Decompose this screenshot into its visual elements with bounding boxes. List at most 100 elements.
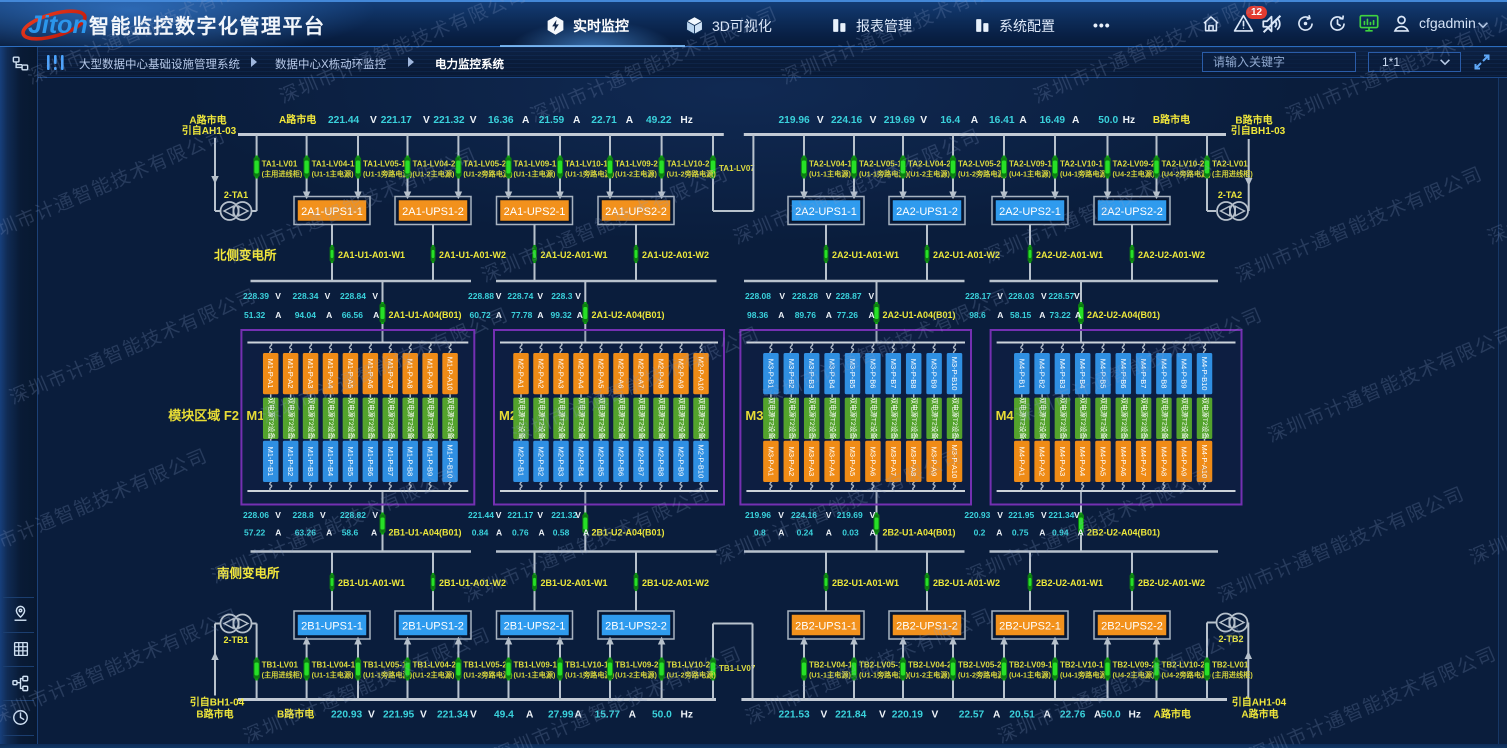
svg-text:98.36: 98.36: [747, 310, 769, 320]
svg-text:224.16: 224.16: [831, 115, 862, 126]
svg-text:V: V: [826, 510, 832, 520]
svg-text:M4-P-B4: M4-P-B4: [1078, 359, 1087, 389]
svg-text:双电源T2设备: 双电源T2设备: [1160, 397, 1169, 439]
svg-text:M3-P-B7: M3-P-B7: [889, 359, 898, 389]
svg-text:A: A: [537, 310, 543, 320]
svg-text:M2-P-B8: M2-P-B8: [657, 447, 666, 477]
svg-text:2B2-U1-A04(B01): 2B2-U1-A04(B01): [883, 528, 956, 538]
svg-text:双电源T2设备: 双电源T2设备: [829, 397, 838, 439]
svg-text:20.51: 20.51: [1009, 710, 1035, 721]
svg-text:M3-P-A6: M3-P-A6: [868, 447, 877, 477]
svg-text:V: V: [320, 510, 326, 520]
svg-text:M1-P-A5: M1-P-A5: [346, 359, 355, 389]
svg-text:V: V: [869, 291, 875, 301]
svg-text:TB2-LV09-1: TB2-LV09-1: [1009, 661, 1053, 670]
svg-text:双电源T2设备: 双电源T2设备: [951, 397, 960, 439]
svg-text:A: A: [1078, 528, 1084, 538]
svg-text:TB1-LV10-1: TB1-LV10-1: [565, 661, 609, 670]
svg-text:双电源T2设备: 双电源T2设备: [658, 397, 667, 439]
svg-text:(U4-1旁路电源): (U4-1旁路电源): [1060, 170, 1110, 179]
svg-text:M1-P-B4: M1-P-B4: [326, 447, 335, 477]
svg-text:TA2-LV05-1: TA2-LV05-1: [859, 160, 902, 169]
svg-text:双电源T2设备: 双电源T2设备: [678, 397, 687, 439]
svg-text:(U1-2旁路电源): (U1-2旁路电源): [958, 170, 1008, 179]
svg-text:M2-P-A4: M2-P-A4: [577, 359, 586, 389]
svg-text:M1-P-A1: M1-P-A1: [266, 359, 275, 389]
svg-text:TA2-LV09-1: TA2-LV09-1: [1009, 160, 1052, 169]
svg-text:2B1-U2-A01-W1: 2B1-U2-A01-W1: [541, 578, 608, 588]
svg-text:双电源T2设备: 双电源T2设备: [1059, 397, 1068, 439]
svg-text:双电源T2设备: 双电源T2设备: [267, 397, 276, 439]
svg-text:TA1-LV04-1: TA1-LV04-1: [312, 160, 355, 169]
svg-text:V: V: [920, 115, 927, 126]
svg-text:50.0: 50.0: [652, 710, 672, 721]
svg-text:Hz: Hz: [681, 710, 693, 721]
svg-text:2A2-U1-A04(B01): 2A2-U1-A04(B01): [883, 310, 956, 320]
svg-text:TB1-LV10-2: TB1-LV10-2: [667, 661, 711, 670]
svg-text:双电源T2设备: 双电源T2设备: [1120, 397, 1129, 439]
svg-text:2A1-U1-A04(B01): 2A1-U1-A04(B01): [389, 310, 462, 320]
svg-text:M3-P-A5: M3-P-A5: [848, 447, 857, 477]
svg-text:TA1-LV09-1: TA1-LV09-1: [514, 160, 557, 169]
svg-text:2B1-U2-A04(B01): 2B1-U2-A04(B01): [592, 528, 665, 538]
svg-text:228.17: 228.17: [965, 291, 991, 301]
svg-text:2B2-U1-A01-W2: 2B2-U1-A01-W2: [933, 578, 1000, 588]
svg-text:(U4-2旁路电源): (U4-2旁路电源): [1162, 671, 1212, 680]
svg-text:M2-P-B1: M2-P-B1: [517, 447, 526, 477]
svg-text:228.03: 228.03: [1008, 291, 1034, 301]
svg-text:221.17: 221.17: [507, 510, 533, 520]
svg-text:A: A: [778, 528, 784, 538]
svg-text:50.0: 50.0: [1098, 115, 1118, 126]
svg-text:2B1-UPS2-2: 2B1-UPS2-2: [605, 621, 667, 633]
svg-text:A: A: [522, 115, 530, 126]
svg-text:(U1-1旁路电源): (U1-1旁路电源): [859, 671, 909, 680]
svg-text:V: V: [496, 510, 502, 520]
svg-text:引自AH1-03: 引自AH1-03: [182, 124, 237, 137]
svg-text:TB2-LV09-2: TB2-LV09-2: [1113, 661, 1157, 670]
svg-text:2B1-U1-A01-W1: 2B1-U1-A01-W1: [338, 578, 405, 588]
svg-text:A: A: [869, 310, 875, 320]
svg-text:2B1-U1-A04(B01): 2B1-U1-A04(B01): [389, 528, 462, 538]
svg-text:15.77: 15.77: [595, 710, 621, 721]
svg-text:M3-P-A3: M3-P-A3: [807, 447, 816, 477]
svg-text:2B1-UPS2-1: 2B1-UPS2-1: [504, 621, 566, 633]
svg-text:M3-P-B10: M3-P-B10: [950, 357, 959, 391]
svg-text:A: A: [1075, 310, 1081, 320]
svg-text:V: V: [423, 115, 430, 126]
svg-text:2A1-UPS1-1: 2A1-UPS1-1: [301, 206, 363, 218]
svg-text:双电源T2设备: 双电源T2设备: [427, 397, 436, 439]
svg-text:Hz: Hz: [1123, 115, 1135, 126]
svg-text:V: V: [275, 291, 281, 301]
svg-text:M1-P-B3: M1-P-B3: [306, 447, 315, 477]
svg-text:228.06: 228.06: [243, 510, 269, 520]
svg-text:双电源T2设备: 双电源T2设备: [869, 397, 878, 439]
svg-text:M4-P-A9: M4-P-A9: [1180, 447, 1189, 477]
svg-text:双电源T2设备: 双电源T2设备: [538, 397, 547, 439]
svg-text:TA2-LV04-2: TA2-LV04-2: [908, 160, 951, 169]
svg-text:21.59: 21.59: [539, 115, 565, 126]
svg-text:M1-P-B6: M1-P-B6: [366, 447, 375, 477]
svg-text:双电源T2设备: 双电源T2设备: [407, 397, 416, 439]
svg-text:V: V: [372, 291, 378, 301]
svg-text:0.24: 0.24: [797, 528, 814, 538]
svg-text:M4-P-A2: M4-P-A2: [1038, 447, 1047, 477]
svg-text:2A1-U1-A01-W2: 2A1-U1-A01-W2: [439, 250, 506, 260]
svg-text:2A2-U2-A01-W2: 2A2-U2-A01-W2: [1138, 250, 1205, 260]
svg-text:M2-P-B6: M2-P-B6: [617, 447, 626, 477]
svg-text:0.76: 0.76: [512, 528, 529, 538]
svg-text:引自BH1-03: 引自BH1-03: [1231, 124, 1286, 137]
svg-text:TB1-LV04-1: TB1-LV04-1: [312, 661, 356, 670]
svg-text:89.76: 89.76: [795, 310, 817, 320]
svg-text:双电源T2设备: 双电源T2设备: [327, 397, 336, 439]
svg-text:双电源T2设备: 双电源T2设备: [1201, 397, 1210, 439]
svg-text:引自BH1-04: 引自BH1-04: [190, 696, 245, 709]
svg-text:V: V: [997, 510, 1003, 520]
svg-text:2B1-U2-A01-W2: 2B1-U2-A01-W2: [642, 578, 709, 588]
svg-text:(U1-1旁路电源): (U1-1旁路电源): [565, 170, 615, 179]
svg-text:2A1-UPS2-2: 2A1-UPS2-2: [605, 206, 667, 218]
svg-text:M1-P-A6: M1-P-A6: [366, 359, 375, 389]
svg-text:双电源T2设备: 双电源T2设备: [367, 397, 376, 439]
svg-text:(主用进线柜): (主用进线柜): [262, 170, 303, 179]
svg-text:73.22: 73.22: [1050, 310, 1072, 320]
svg-text:(U4-2主电源): (U4-2主电源): [1113, 170, 1156, 179]
